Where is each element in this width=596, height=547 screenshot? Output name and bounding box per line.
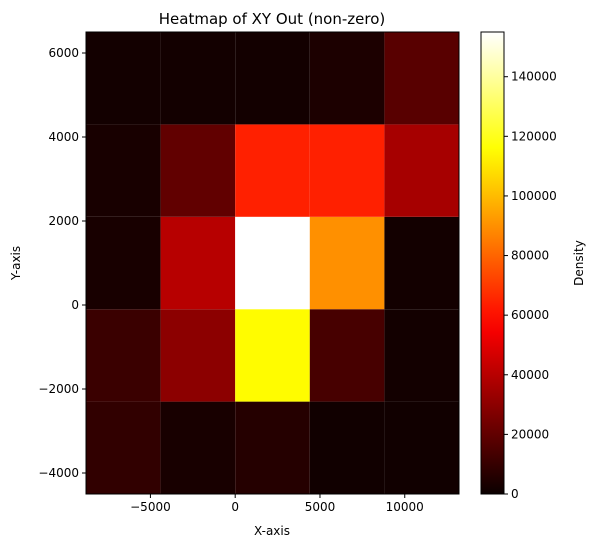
heatmap-cell: [86, 216, 161, 310]
y-tick-label: 6000: [48, 46, 79, 60]
chart-title: Heatmap of XY Out (non-zero): [159, 10, 386, 28]
heatmap-cell: [309, 216, 385, 310]
heatmap-cell: [160, 124, 236, 217]
heatmap-cell: [235, 309, 310, 402]
colorbar-tick-label: 100000: [511, 189, 557, 203]
heatmap-cell: [160, 216, 236, 310]
y-tick-label: 2000: [48, 214, 79, 228]
heatmap-cell: [160, 401, 236, 494]
heatmap-cell: [309, 32, 385, 125]
colorbar-tick-label: 20000: [511, 427, 549, 441]
y-axis-ticks: −4000 −2000 0 2000 4000 6000: [38, 46, 86, 480]
heatmap-cell: [86, 124, 161, 217]
y-tick-label: −2000: [38, 382, 79, 396]
colorbar: [480, 31, 505, 495]
plot-frame: [85, 31, 460, 495]
colorbar-ticks: 0 20000 40000 60000 80000 100000 120000 140000: [504, 70, 557, 501]
colorbar-label: Density: [572, 240, 586, 286]
colorbar-tick-label: 0: [511, 487, 519, 501]
x-axis-label: X-axis: [254, 524, 290, 538]
heatmap-cells: [86, 32, 459, 494]
heatmap-cell: [86, 309, 161, 402]
heatmap-cell: [309, 309, 385, 402]
x-tick-label: 0: [231, 500, 239, 514]
y-tick-label: −4000: [38, 466, 79, 480]
x-axis-ticks: −5000 0 5000 10000: [130, 494, 424, 514]
colorbar-tick-label: 60000: [511, 308, 549, 322]
colorbar-tick-label: 40000: [511, 368, 549, 382]
y-tick-label: 0: [71, 298, 79, 312]
colorbar-tick-label: 120000: [511, 129, 557, 143]
heatmap-cell: [86, 401, 161, 494]
x-tick-label: 10000: [386, 500, 424, 514]
heatmap-cell: [86, 32, 161, 125]
heatmap-cell: [309, 401, 385, 494]
heatmap-cell: [235, 401, 310, 494]
heatmap-cell: [384, 401, 459, 494]
heatmap-cell: [384, 32, 459, 125]
colorbar-tick-label: 80000: [511, 249, 549, 263]
heatmap-cell: [160, 32, 236, 125]
x-tick-label: 5000: [305, 500, 336, 514]
colorbar-tick-label: 140000: [511, 70, 557, 84]
y-axis-label: Y-axis: [9, 246, 23, 281]
heatmap-cell: [235, 124, 310, 217]
y-tick-label: 4000: [48, 130, 79, 144]
x-tick-label: −5000: [130, 500, 171, 514]
heatmap-cell: [384, 124, 459, 217]
heatmap-cell: [160, 309, 236, 402]
heatmap-cell: [235, 216, 310, 310]
heatmap-cell: [384, 309, 459, 402]
heatmap-cell: [384, 216, 459, 310]
heatmap-cell: [235, 32, 310, 125]
heatmap-cell: [309, 124, 385, 217]
